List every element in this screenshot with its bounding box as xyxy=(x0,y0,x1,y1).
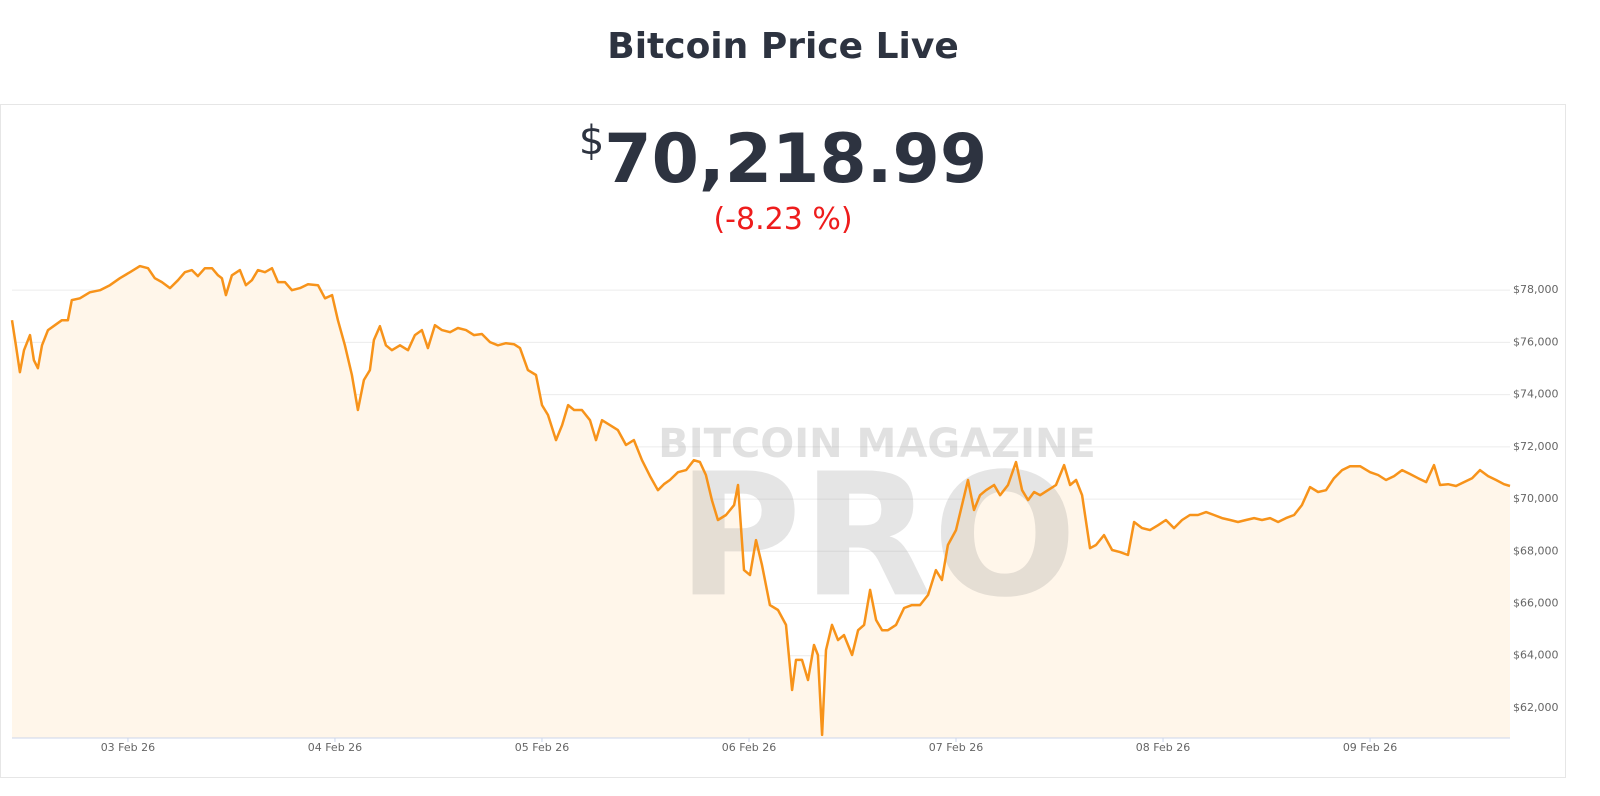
y-tick-label: $62,000 xyxy=(1513,701,1559,714)
x-tick-label: 07 Feb 26 xyxy=(929,741,983,754)
x-tick-label: 08 Feb 26 xyxy=(1136,741,1190,754)
y-tick-label: $78,000 xyxy=(1513,283,1559,296)
x-tick-label: 03 Feb 26 xyxy=(101,741,155,754)
x-tick-label: 04 Feb 26 xyxy=(308,741,362,754)
watermark: BITCOIN MAGAZINE xyxy=(658,421,1096,467)
y-tick-label: $64,000 xyxy=(1513,649,1559,662)
x-tick-label: 06 Feb 26 xyxy=(722,741,776,754)
price-change: (-8.23 %) xyxy=(713,202,853,237)
area xyxy=(10,264,1511,737)
y-tick-label: $72,000 xyxy=(1513,440,1559,453)
watermark-pro: PRO xyxy=(677,437,1077,635)
y-tick-label: $74,000 xyxy=(1513,388,1559,401)
currency-symbol: $ xyxy=(578,118,605,164)
x-tick-label: 09 Feb 26 xyxy=(1343,741,1397,754)
y-tick-label: $76,000 xyxy=(1513,335,1559,348)
y-tick-label: $70,000 xyxy=(1513,492,1559,505)
price: $70,218.99 xyxy=(0,118,1566,199)
y-tick-label: $68,000 xyxy=(1513,544,1559,557)
area xyxy=(12,266,1510,738)
page-title: Bitcoin Price Live xyxy=(607,26,959,67)
price-value: 70,218.99 xyxy=(604,120,988,199)
x-tick-label: 05 Feb 26 xyxy=(515,741,569,754)
chart-card xyxy=(0,104,1566,778)
y-tick-label: $66,000 xyxy=(1513,597,1559,610)
